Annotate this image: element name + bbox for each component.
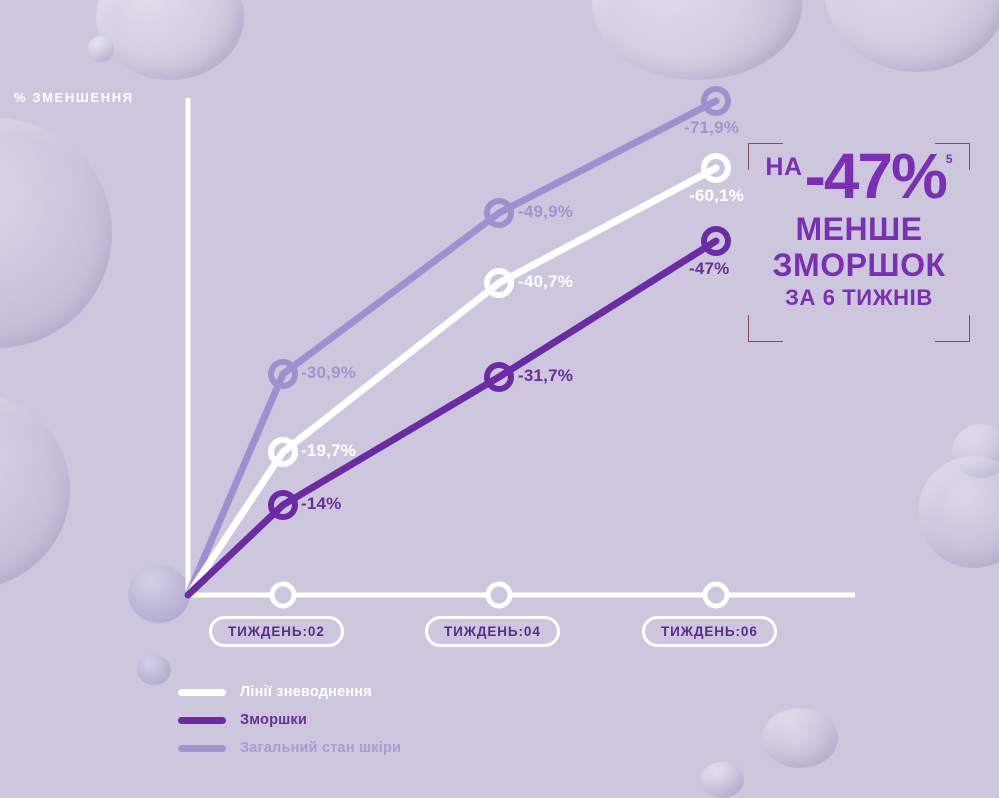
callout-superscript: 5	[945, 152, 953, 166]
legend-label-hydration: Лінії зневоднення	[240, 684, 372, 700]
callout-line-4: ЗА 6 ТИЖНІВ	[785, 285, 933, 310]
callout-line-2: МЕНШЕ	[795, 211, 923, 247]
data-point-wrinkles-w6	[701, 226, 731, 256]
x-axis-tick-week-06: ТИЖДЕНЬ:06	[642, 616, 777, 647]
callout-headline: НА -47% 5	[748, 143, 970, 211]
data-label-hydration-w2: -19,7%	[301, 441, 357, 460]
data-label-hydration-w6: -60,1%	[689, 186, 745, 205]
y-axis-title: % ЗМЕНШЕННЯ	[14, 90, 134, 105]
data-point-hydration-w4	[484, 268, 514, 298]
data-point-overall-w6	[701, 86, 731, 116]
data-label-wrinkles-w6: -47%	[689, 259, 730, 278]
data-label-hydration-w4: -40,7%	[518, 272, 574, 291]
legend-swatch-icon	[178, 744, 226, 752]
callout-line-3: ЗМОРШОК	[772, 247, 946, 283]
data-label-wrinkles-w4: -31,7%	[518, 366, 574, 385]
data-point-overall-w2	[268, 359, 298, 389]
callout-value: -47%	[804, 140, 948, 212]
legend-swatch-icon	[178, 688, 226, 696]
data-label-overall-w2: -30,9%	[301, 363, 357, 382]
data-point-wrinkles-w4	[484, 362, 514, 392]
bracket-corner-icon	[748, 143, 783, 170]
data-label-wrinkles-w2: -14%	[301, 494, 342, 513]
legend-swatch-icon	[178, 716, 226, 724]
bracket-corner-icon	[748, 315, 783, 342]
axis-tick-marker-w2	[269, 581, 297, 609]
callout-badge: НА -47% 5 МЕНШЕ ЗМОРШОК ЗА 6 ТИЖНІВ	[748, 143, 970, 342]
callout-prefix: НА	[765, 153, 803, 181]
data-point-wrinkles-w2	[268, 490, 298, 520]
data-label-overall-w4: -49,9%	[518, 202, 574, 221]
axis-tick-marker-w4	[485, 581, 513, 609]
legend-item-hydration: Лінії зневоднення	[178, 678, 401, 706]
x-axis-tick-week-04: ТИЖДЕНЬ:04	[425, 616, 560, 647]
legend-label-overall: Загальний стан шкіри	[240, 740, 402, 756]
legend-item-wrinkles: Зморшки	[178, 706, 401, 734]
x-axis-tick-week-02: ТИЖДЕНЬ:02	[209, 616, 344, 647]
legend-item-overall: Загальний стан шкіри	[178, 734, 401, 762]
data-point-overall-w4	[484, 198, 514, 228]
data-point-hydration-w6	[701, 153, 731, 183]
series-line-overall	[184, 97, 720, 599]
axis-tick-marker-w6	[702, 581, 730, 609]
data-point-hydration-w2	[268, 437, 298, 467]
bracket-corner-icon	[935, 315, 970, 342]
bracket-corner-icon	[935, 143, 970, 170]
series-line-wrinkles	[184, 237, 720, 599]
data-label-overall-w6: -71,9%	[684, 118, 740, 137]
series-line-hydration	[184, 164, 720, 599]
chart-legend: Лінії зневоднення Зморшки Загальний стан…	[178, 678, 401, 762]
legend-label-wrinkles: Зморшки	[240, 712, 307, 728]
